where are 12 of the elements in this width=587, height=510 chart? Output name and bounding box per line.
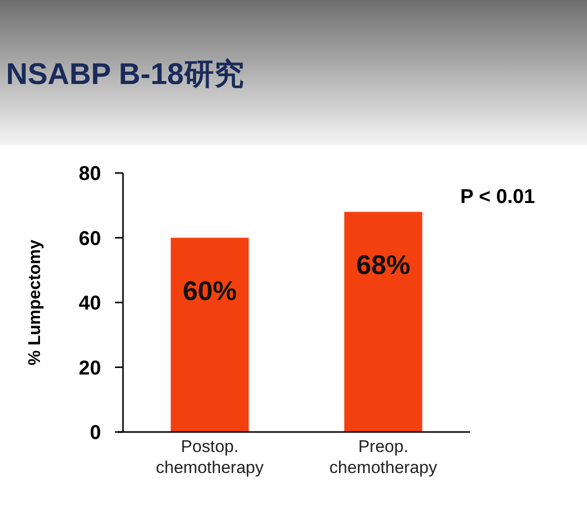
y-tick-label: 40 (78, 292, 101, 314)
y-tick-label: 60 (78, 228, 101, 250)
chart-title: NSABP B-18研究 (6, 57, 244, 91)
data-label: 68% (356, 250, 410, 280)
y-tick-label: 80 (78, 163, 101, 185)
y-tick-label: 0 (90, 422, 101, 444)
x-tick-label: Preop. chemotherapy (329, 437, 438, 477)
annotation: P < 0.01 (460, 186, 535, 208)
y-tick-label: 20 (78, 357, 101, 380)
data-label: 60% (182, 276, 237, 306)
x-tick-label: Postop. chemotherapy (156, 437, 264, 477)
y-axis-title: % Lumpectomy (25, 239, 44, 366)
